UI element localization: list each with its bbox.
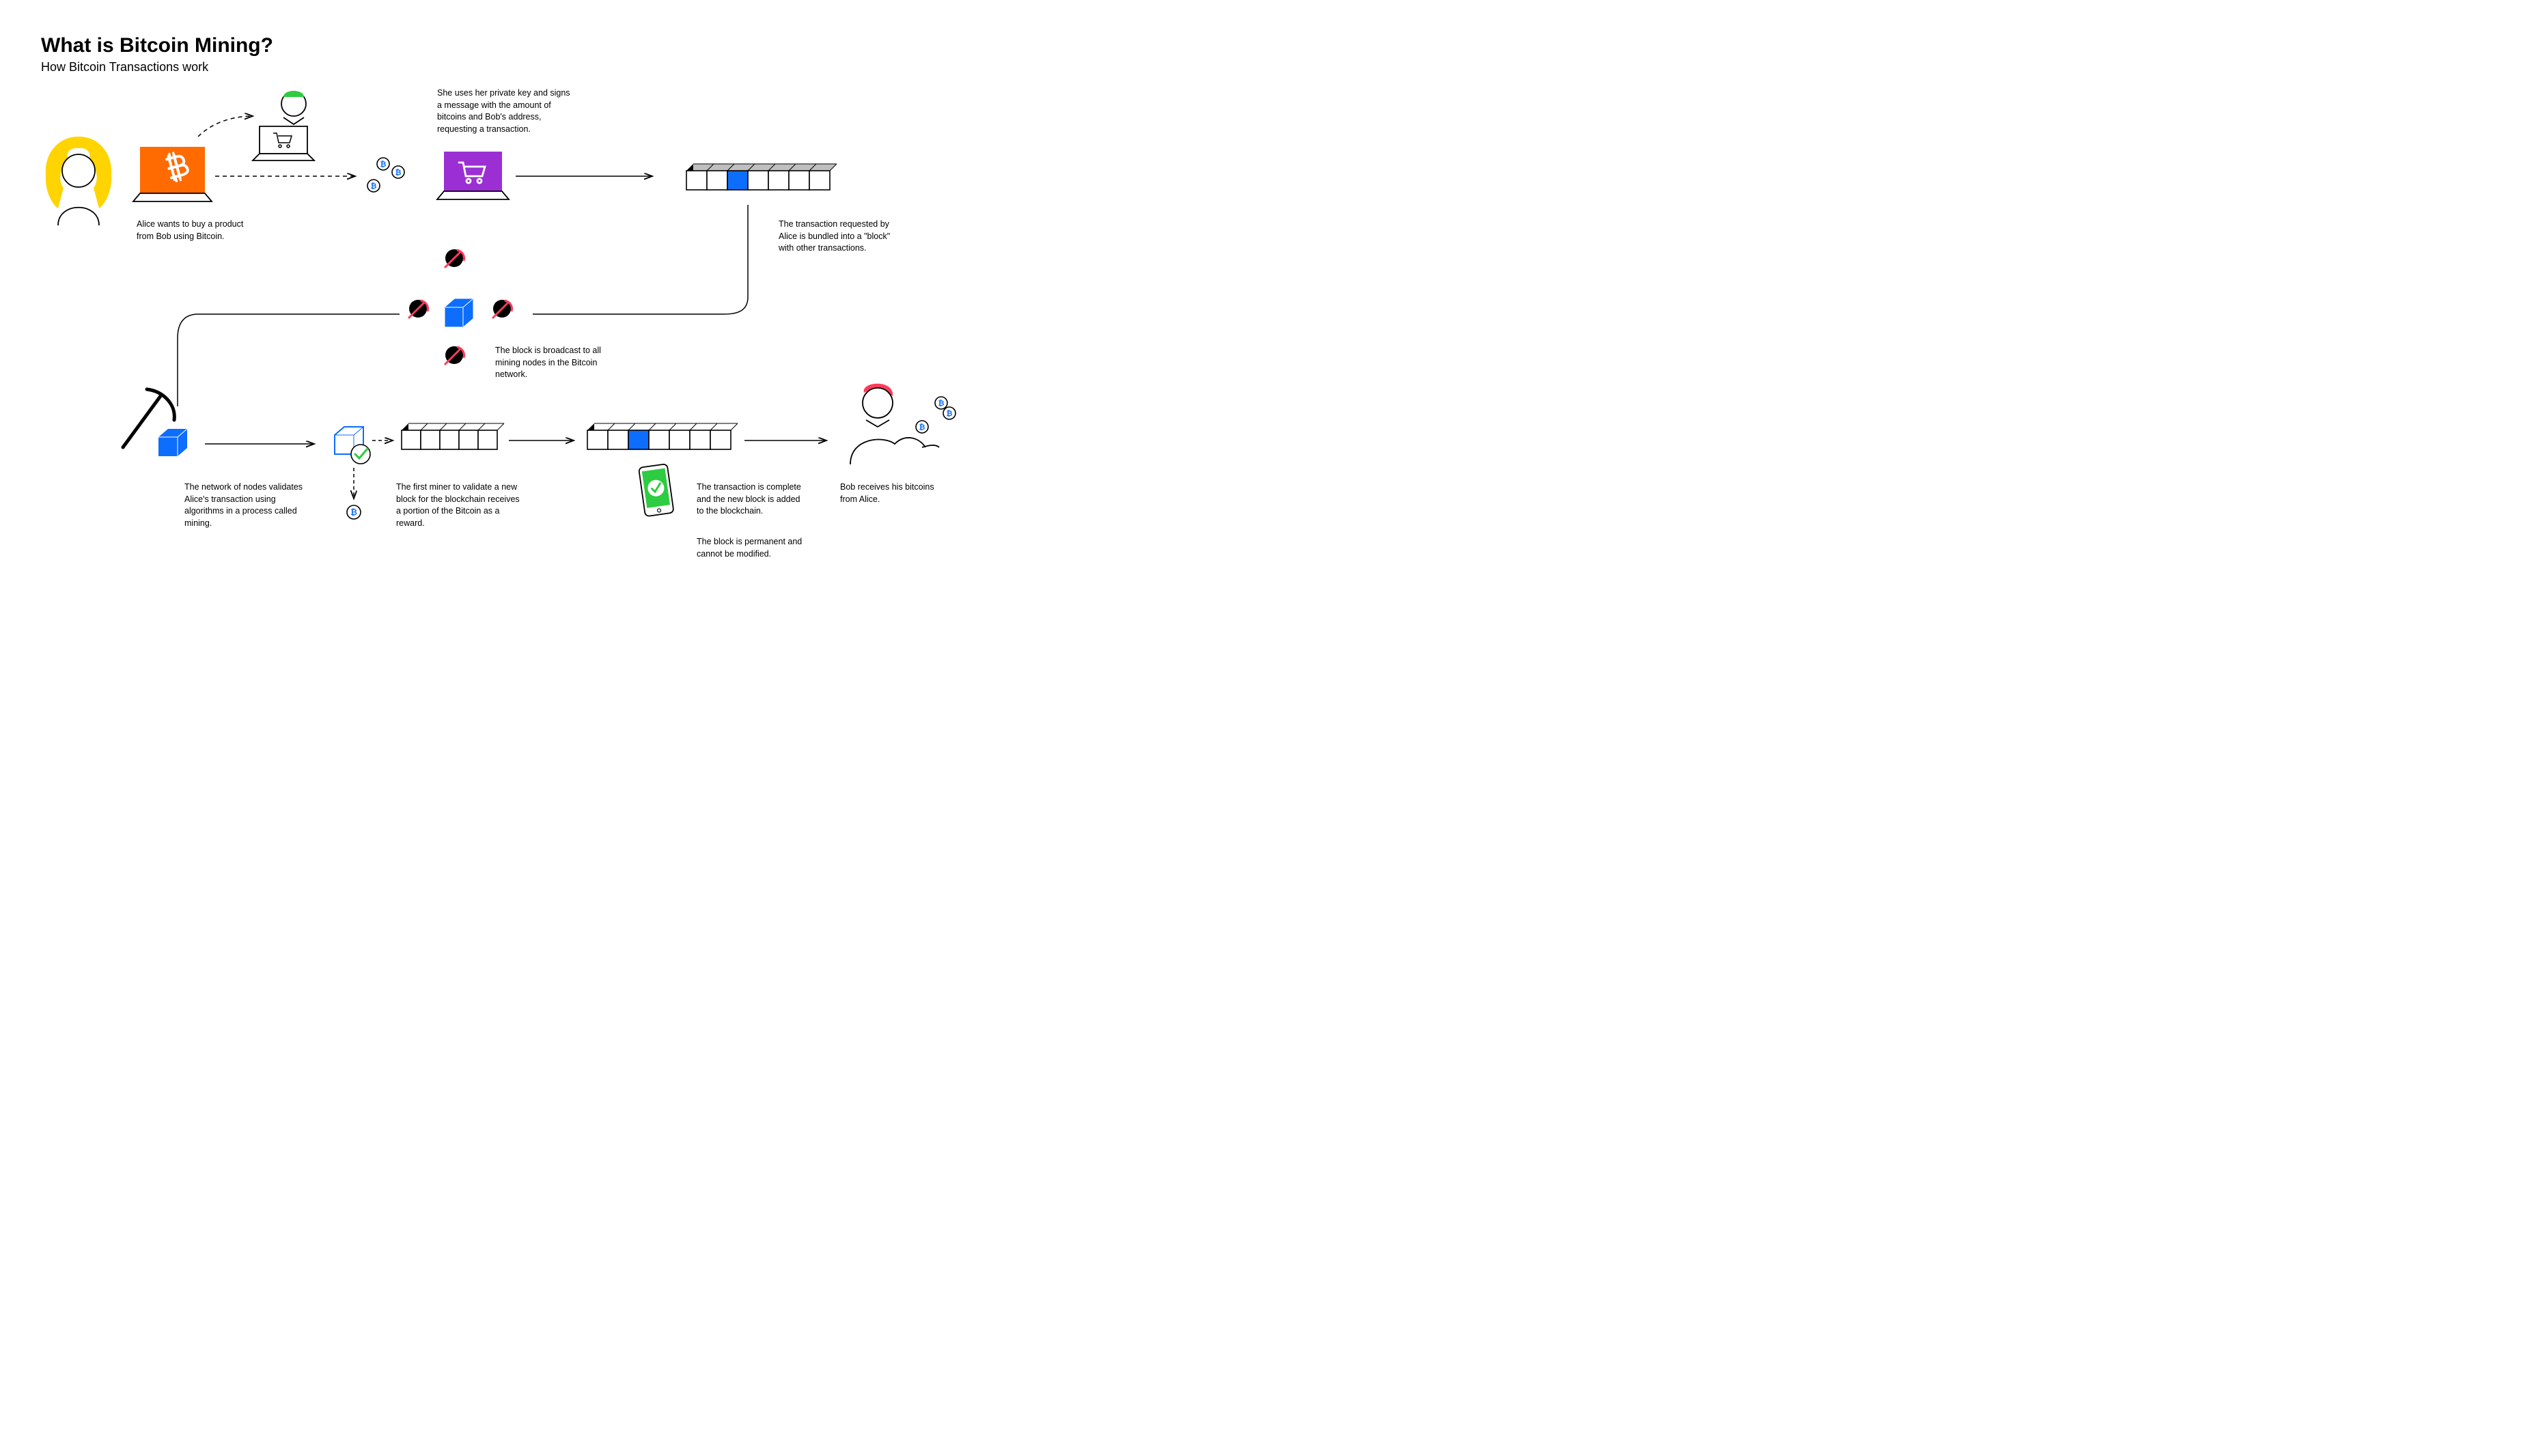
svg-text:₿: ₿ (947, 410, 953, 418)
blue-cube-check-icon (335, 427, 370, 464)
svg-text:₿: ₿ (380, 160, 387, 169)
alice-icon (46, 137, 111, 225)
reward-bitcoin-icon: ₿ (347, 505, 361, 519)
svg-text:₿: ₿ (938, 400, 945, 408)
blue-cube-1-icon (158, 429, 187, 456)
bob-store-icon (253, 91, 314, 160)
purple-laptop-icon (437, 152, 509, 199)
bob-coins-icon: ₿ ₿ ₿ (916, 397, 956, 433)
blockchain-top-icon (686, 164, 837, 190)
flow-right-down (533, 205, 748, 314)
mining-cluster-icon (408, 249, 512, 365)
svg-text:₿: ₿ (371, 182, 377, 191)
dashed-arrow-1 (198, 116, 253, 137)
blockchain-mid-icon (402, 423, 504, 449)
diagram-canvas: ₿ ₿ ₿ (0, 0, 1009, 583)
svg-text:₿: ₿ (919, 423, 925, 432)
phone-check-icon (639, 464, 674, 516)
bitcoin-coins-icon: ₿ ₿ ₿ (367, 158, 404, 192)
flow-left-down (178, 314, 400, 406)
svg-text:₿: ₿ (395, 169, 402, 177)
blockchain-bottom-icon (587, 423, 738, 449)
orange-laptop-icon (133, 147, 212, 201)
svg-text:₿: ₿ (350, 507, 357, 517)
